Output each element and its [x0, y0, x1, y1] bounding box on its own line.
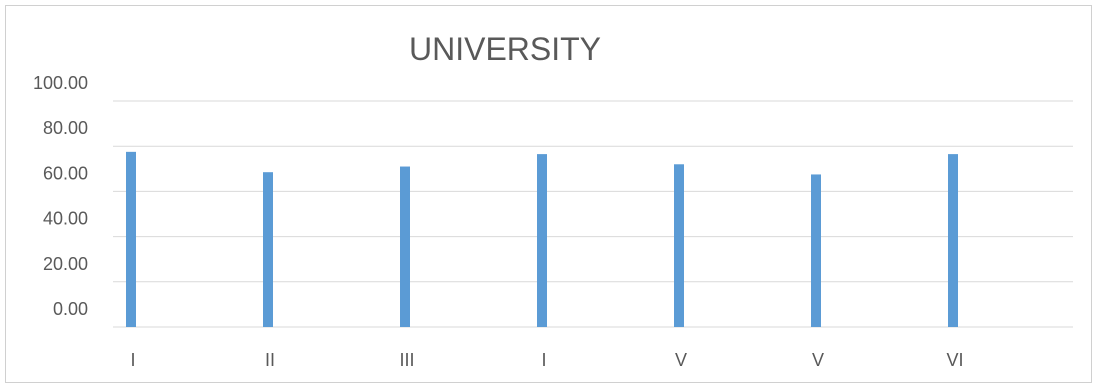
bar-3: [400, 166, 410, 327]
x-tick-label: V: [812, 350, 824, 370]
chart-frame: [5, 5, 1092, 383]
bar-5: [674, 164, 684, 327]
x-tick-label: V: [675, 350, 687, 370]
x-tick-label: VI: [946, 350, 963, 370]
bar-1: [126, 151, 136, 327]
bar-2: [263, 172, 273, 327]
bar-6: [811, 174, 821, 327]
bar-7: [948, 154, 958, 327]
y-tick-label: 20.00: [43, 254, 88, 274]
bars: [126, 151, 958, 327]
y-tick-label: 80.00: [43, 118, 88, 138]
x-tick-label: I: [541, 350, 546, 370]
chart-title: UNIVERSITY: [409, 31, 601, 67]
y-axis-ticks: 0.00 20.00 40.00 60.00 80.00 100.00: [33, 73, 88, 319]
x-tick-label: II: [265, 350, 275, 370]
y-tick-label: 0.00: [53, 299, 88, 319]
x-tick-label: I: [130, 350, 135, 370]
x-tick-label: III: [399, 350, 414, 370]
gridlines: [113, 100, 1073, 328]
y-tick-label: 100.00: [33, 73, 88, 93]
y-tick-label: 60.00: [43, 163, 88, 183]
x-axis-ticks: I II III I V V VI: [130, 350, 963, 370]
bar-4: [537, 154, 547, 327]
y-tick-label: 40.00: [43, 209, 88, 229]
